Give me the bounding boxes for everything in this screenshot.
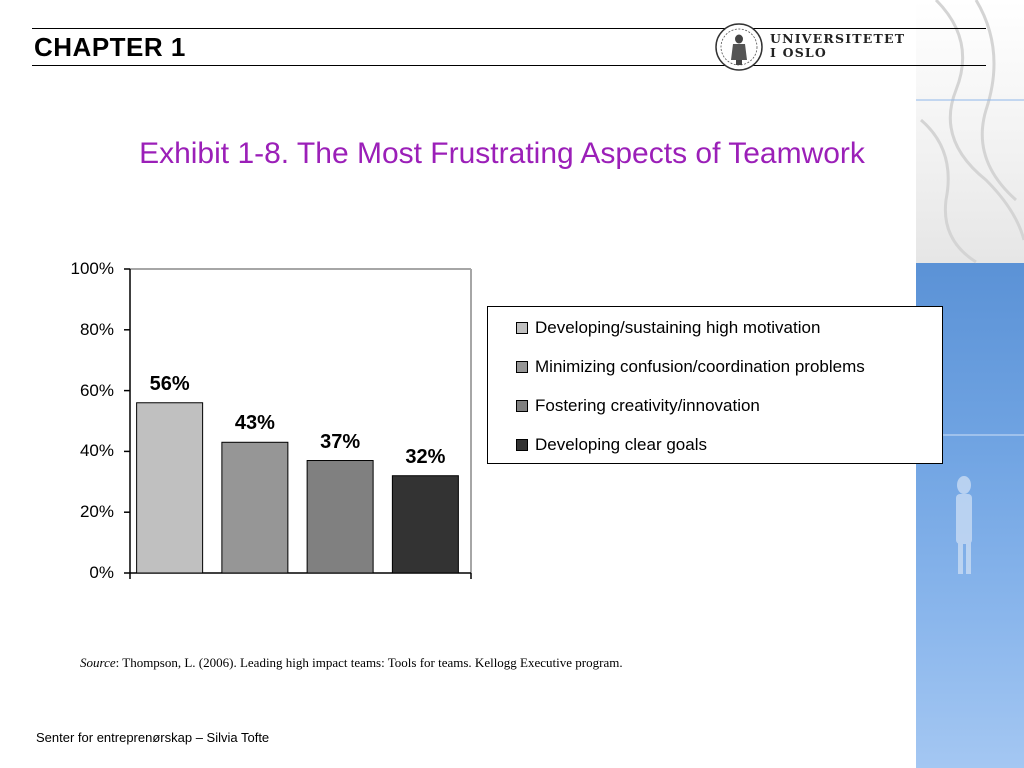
y-tick-label: 80% (79, 319, 114, 339)
y-tick-label: 100% (70, 259, 114, 278)
bar-data-label: 37% (320, 430, 361, 453)
bar-data-label: 56% (149, 372, 190, 395)
legend-label: Fostering creativity/innovation (535, 396, 760, 415)
header-bottom-rule (32, 65, 986, 66)
bar-2 (221, 441, 289, 574)
legend-item: Minimizing confusion/coordination proble… (516, 356, 865, 378)
y-tick-label: 40% (79, 441, 114, 461)
university-seal-logo (715, 23, 763, 71)
y-tick-label: 0% (89, 563, 114, 582)
legend-swatch (516, 361, 528, 373)
header-top-rule (32, 28, 986, 29)
y-tick-label: 60% (79, 380, 114, 400)
y-tick-label: 20% (79, 502, 114, 522)
bar-1 (136, 402, 204, 574)
legend-swatch (516, 439, 528, 451)
bar-data-label: 43% (234, 412, 275, 435)
source-citation: Source: Thompson, L. (2006). Leading hig… (80, 655, 623, 671)
source-label: Source (80, 655, 116, 670)
bar-data-label: 32% (405, 445, 446, 468)
chart-legend: Developing/sustaining high motivation Min… (487, 306, 943, 464)
legend-label: Developing/sustaining high motivation (535, 318, 821, 337)
legend-item: Developing clear goals (516, 434, 707, 456)
university-name: UNIVERSITETET I OSLO (770, 32, 905, 60)
legend-item: Developing/sustaining high motivation (516, 317, 820, 339)
footer-credit: Senter for entreprenørskap – Silvia Toft… (36, 730, 270, 745)
bar-chart (124, 268, 472, 579)
university-name-line1: UNIVERSITETET (770, 31, 906, 46)
legend-label: Developing clear goals (535, 435, 707, 454)
chapter-heading: CHAPTER 1 (34, 32, 186, 62)
source-text: : Thompson, L. (2006). Leading high impa… (115, 655, 623, 670)
chart-title: Exhibit 1-8. The Most Frustrating Aspect… (139, 137, 865, 170)
legend-swatch (516, 322, 528, 334)
legend-swatch (516, 400, 528, 412)
legend-item: Fostering creativity/innovation (516, 395, 760, 417)
bar-4 (391, 475, 459, 574)
legend-label: Minimizing confusion/coordination proble… (535, 357, 865, 376)
bar-3 (306, 460, 374, 574)
university-name-line2: I OSLO (770, 45, 827, 60)
